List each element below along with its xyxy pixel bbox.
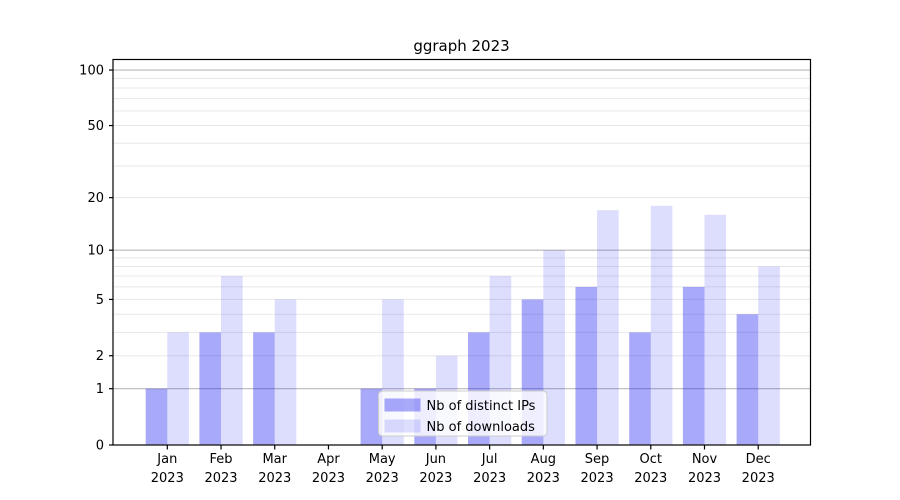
chart-title: ggraph 2023: [413, 37, 509, 55]
bar-downloads-sep: [597, 210, 619, 445]
x-tick-label-apr: Apr 2023: [312, 452, 345, 486]
y-tick-label-10: 10: [87, 244, 104, 259]
y-tick-label-1: 1: [96, 382, 104, 397]
legend-swatch-downloads: [384, 419, 421, 433]
x-tick-label-sep: Sep 2023: [581, 452, 614, 486]
y-tick-label-0: 0: [96, 439, 104, 454]
x-tick-label-aug: Aug 2023: [527, 452, 560, 486]
legend-label-distinct-ips: Nb of distinct IPs: [427, 399, 536, 414]
legend-box: [378, 390, 548, 437]
x-tick-label-jul: Jul 2023: [473, 452, 506, 486]
bar-distinct-ips-jan: [145, 388, 168, 445]
gridlines: [113, 69, 811, 390]
x-tick-label-jun: Jun 2023: [419, 452, 452, 486]
y-tick-label-100: 100: [79, 64, 104, 79]
x-tick-labels: Jan 2023 Feb 2023 Mar 2023 Apr 2023 May 2023 Jun 20…: [151, 452, 775, 486]
bar-downloads-jan: [167, 332, 189, 445]
legend: Nb of distinct IPs Nb of downloads: [378, 390, 548, 437]
x-tick-label-may: May 2023: [366, 452, 399, 486]
bar-downloads-aug: [543, 250, 565, 445]
y-tick-label-50: 50: [87, 119, 104, 134]
x-tick-label-jan: Jan 2023: [151, 452, 184, 486]
x-tick-label-dec: Dec 2023: [742, 452, 775, 486]
plot-border: [112, 58, 812, 446]
y-tick-label-5: 5: [96, 293, 104, 308]
bar-distinct-ips-oct: [629, 332, 651, 445]
bar-distinct-ips-nov: [682, 286, 705, 445]
bar-distinct-ips-feb: [199, 332, 222, 445]
legend-label-downloads: Nb of downloads: [427, 420, 536, 435]
y-tick-labels: 0 1 2 5 10 20 50 100: [79, 64, 104, 454]
legend-swatch-distinct-ips: [384, 398, 421, 412]
bar-downloads-oct: [650, 205, 673, 445]
bar-downloads-dec: [758, 266, 780, 445]
y-tick-label-2: 2: [96, 349, 104, 364]
x-tick-label-nov: Nov 2023: [688, 452, 721, 486]
bar-downloads-nov: [704, 214, 727, 445]
bar-downloads-feb: [221, 276, 243, 445]
bar-distinct-ips-mar: [253, 332, 275, 445]
bar-downloads-mar: [274, 299, 297, 445]
x-tick-label-feb: Feb 2023: [204, 452, 237, 486]
bar-distinct-ips-dec: [736, 314, 759, 445]
y-tick-label-20: 20: [87, 191, 104, 206]
bar-distinct-ips-sep: [575, 286, 598, 445]
bar-distinct-ips-may: [360, 388, 383, 445]
x-tick-label-mar: Mar 2023: [258, 452, 291, 486]
x-tick-label-oct: Oct 2023: [634, 452, 667, 486]
axis-ticks: [109, 69, 759, 450]
